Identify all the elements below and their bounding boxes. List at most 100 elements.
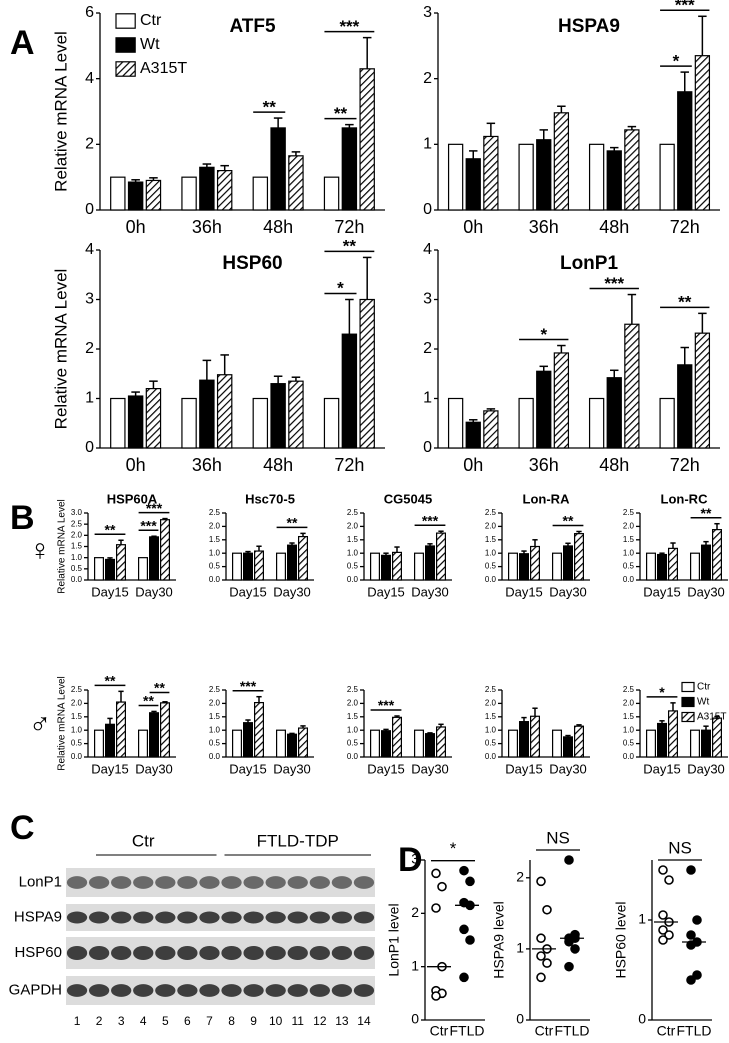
bar xyxy=(508,552,519,581)
significance-label: *** xyxy=(422,512,439,528)
bar xyxy=(288,380,304,449)
bar xyxy=(145,388,162,449)
significance-label: ** xyxy=(105,521,116,537)
y-tick-label: 1.0 xyxy=(485,548,497,557)
significance-label: ** xyxy=(343,237,357,256)
bar xyxy=(276,552,287,581)
significance-label: *** xyxy=(378,697,395,713)
y-tick-label: 3 xyxy=(411,851,419,867)
bar xyxy=(381,730,392,758)
bar xyxy=(288,155,304,211)
data-point xyxy=(431,991,441,1001)
blot-band xyxy=(133,911,154,924)
bar xyxy=(127,181,144,211)
bar xyxy=(667,710,678,758)
blot-group-label: Ctr xyxy=(132,831,155,850)
blot-band xyxy=(221,945,242,961)
bar xyxy=(606,150,622,211)
legend-swatch xyxy=(681,681,695,693)
panel-label: C xyxy=(10,809,35,847)
y-tick-label: 1.0 xyxy=(485,725,497,734)
bar xyxy=(436,726,447,758)
y-tick-label: 2.5 xyxy=(71,519,83,528)
bar xyxy=(694,332,711,449)
y-axis-label: Relative mRNA Level xyxy=(51,31,70,192)
data-point xyxy=(459,972,469,983)
y-tick-label: 2.0 xyxy=(71,530,83,539)
y-tick-label: 2.0 xyxy=(485,699,497,708)
blot-band xyxy=(265,945,286,961)
row-label: ♀ xyxy=(29,534,52,567)
y-tick-label: 0.0 xyxy=(209,575,221,584)
data-point xyxy=(664,930,674,940)
bar xyxy=(287,544,298,581)
y-tick-label: 1.5 xyxy=(71,712,83,721)
blot-band xyxy=(177,945,198,961)
bar xyxy=(93,557,104,581)
chart-title: ATF5 xyxy=(229,16,276,37)
data-point xyxy=(536,876,546,887)
blot-band xyxy=(331,945,353,961)
bar xyxy=(447,397,464,449)
bar xyxy=(370,552,381,581)
bar xyxy=(483,410,499,449)
y-tick-label: 0.0 xyxy=(347,575,359,584)
x-tick-label: Day15 xyxy=(367,584,405,599)
y-tick-label: 0 xyxy=(638,1011,646,1027)
chart-title: LonP1 xyxy=(560,253,618,274)
y-tick-label: 1.0 xyxy=(71,725,83,734)
blot-band xyxy=(177,911,198,924)
data-point xyxy=(542,958,552,968)
x-tick-label: 36h xyxy=(192,217,222,237)
y-tick-label: 1.5 xyxy=(485,712,497,721)
blot-band xyxy=(309,876,330,889)
y-tick-label: 2.5 xyxy=(209,508,221,517)
y-tick-label: 2.0 xyxy=(209,522,221,531)
x-tick-label: 36h xyxy=(529,455,559,475)
y-tick-label: 1 xyxy=(411,957,419,973)
y-tick-label: 0.0 xyxy=(71,752,83,761)
bar xyxy=(700,544,711,581)
x-tick-label: 72h xyxy=(670,455,700,475)
x-tick-label: Ctr xyxy=(657,1023,676,1039)
data-point xyxy=(686,930,696,940)
y-tick-label: 1 xyxy=(85,390,94,407)
bar xyxy=(536,139,552,211)
y-tick-label: 0 xyxy=(85,201,94,218)
significance-label: NS xyxy=(668,838,692,857)
y-tick-label: 1.5 xyxy=(623,712,635,721)
y-tick-label: 0 xyxy=(423,439,432,456)
lane-number: 1 xyxy=(74,1014,81,1028)
lane-number: 5 xyxy=(162,1014,169,1028)
legend-label: Wt xyxy=(140,36,160,53)
y-tick-label: 1.5 xyxy=(347,535,359,544)
legend-swatch xyxy=(681,696,695,708)
y-tick-label: 1 xyxy=(516,940,524,956)
data-point xyxy=(664,875,674,885)
blot-band xyxy=(331,911,353,924)
bar xyxy=(323,176,340,211)
y-tick-label: 3 xyxy=(423,4,432,21)
y-tick-label: 1 xyxy=(423,136,432,153)
y-tick-label: 2.0 xyxy=(347,522,359,531)
blot-row-label: HSP60 xyxy=(14,944,62,961)
significance-label: ** xyxy=(701,505,712,521)
y-tick-label: 0.5 xyxy=(209,562,221,571)
bar xyxy=(536,370,552,449)
y-tick-label: 1.0 xyxy=(347,548,359,557)
blot-band xyxy=(287,876,308,889)
y-tick-label: 1.0 xyxy=(209,725,221,734)
x-tick-label: Ctr xyxy=(535,1023,554,1039)
x-tick-label: Day30 xyxy=(411,761,449,776)
x-tick-label: Day30 xyxy=(411,584,449,599)
legend-label: A315T xyxy=(697,712,726,723)
bar xyxy=(270,127,286,211)
significance-label: * xyxy=(659,684,665,700)
y-tick-label: 0.0 xyxy=(71,575,83,584)
y-tick-label: 2.5 xyxy=(347,685,359,694)
y-tick-label: 2.5 xyxy=(209,685,221,694)
y-tick-label: 0.5 xyxy=(71,564,83,573)
chart-title: HSP60 xyxy=(222,253,282,274)
bar xyxy=(562,736,573,758)
